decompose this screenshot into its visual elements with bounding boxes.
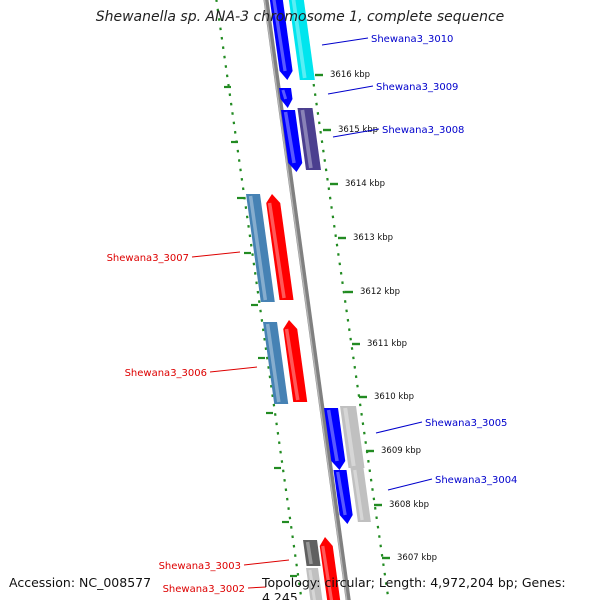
ruler-tick-label: 3611 kbp <box>367 339 407 349</box>
gene-3010-b-body <box>288 0 315 80</box>
gene-3002-b <box>306 568 323 600</box>
gene-label: Shewana3_3007 <box>107 253 189 264</box>
ruler-tick-label: 3616 kbp <box>330 70 370 80</box>
gene-3005-a-shine <box>326 409 339 462</box>
gene-label: Shewana3_3009 <box>376 82 458 93</box>
gene-3008-a <box>281 110 303 172</box>
ruler-tick-label: 3607 kbp <box>397 553 437 563</box>
gene-3002-a <box>319 537 341 600</box>
gene-3005-b-body <box>340 406 365 468</box>
ruler-tick-label: 3608 kbp <box>389 500 429 510</box>
gene-label: Shewana3_3010 <box>371 34 453 45</box>
gene-3007-a <box>246 194 275 302</box>
gene-3004-a-body <box>333 470 353 524</box>
gene-3010-a-body <box>269 0 293 80</box>
chromosome-backbone-highlight <box>263 0 348 600</box>
gene-3007-b-shine <box>267 202 286 299</box>
gene-label: Shewana3_3005 <box>425 418 507 429</box>
gene-3006-b-shine <box>284 328 300 401</box>
gene-3010-b-shine <box>291 0 307 79</box>
ruler-tick-label: 3615 kbp <box>338 125 378 135</box>
gene-3010-b <box>288 0 315 80</box>
gene-label: Shewana3_3004 <box>435 475 517 486</box>
gene-label: Shewana3_3006 <box>125 368 207 379</box>
gene-3006-b-body <box>283 320 308 402</box>
gene-leader-line <box>247 586 267 589</box>
gene-leader-line <box>243 559 290 566</box>
gene-3010-a <box>269 0 293 80</box>
gene-3002-b-shine <box>308 569 316 600</box>
gene-3005-a <box>324 408 346 470</box>
gene-leader-line <box>209 366 258 373</box>
gene-3008-a-shine <box>283 111 296 164</box>
ruler-tick-label: 3609 kbp <box>381 446 421 456</box>
gene-3005-b-shine <box>343 407 356 467</box>
chromosome-backbone <box>263 0 351 600</box>
gene-label: Shewana3_3002 <box>163 584 245 595</box>
map-title: Shewanella sp. ANA-3 chromosome 1, compl… <box>95 9 505 25</box>
gene-3005-a-body <box>324 408 346 470</box>
gene-leader-line <box>191 251 241 258</box>
gene-3002-a-body <box>319 537 341 600</box>
gene-3006-a-shine <box>265 323 281 403</box>
gene-3009-body <box>279 88 293 108</box>
gene-3010-a-shine <box>272 0 287 72</box>
gene-3004-b-shine <box>353 469 364 521</box>
gene-3004-a-shine <box>336 471 347 516</box>
gene-3009-shine <box>281 89 288 100</box>
gene-3007-b-body <box>266 194 294 300</box>
gene-3004-a <box>333 470 353 524</box>
gene-3007-b <box>266 194 294 300</box>
gene-3007-a-shine <box>248 195 268 301</box>
gene-3003-body <box>303 540 321 566</box>
gene-label: Shewana3_3008 <box>382 125 464 136</box>
gene-3006-b <box>283 320 308 402</box>
gene-leader-line <box>332 128 380 138</box>
gene-leader-line <box>375 421 423 434</box>
gene-3005-b <box>340 406 365 468</box>
gene-3004-b <box>350 468 371 522</box>
ruler-tick-label: 3614 kbp <box>345 179 385 189</box>
gene-3002-a-shine <box>321 545 334 600</box>
gene-3006-a <box>263 322 289 404</box>
gene-label: Shewana3_3003 <box>159 561 241 572</box>
ruler-tick-label: 3610 kbp <box>374 392 414 402</box>
gene-3008-b-body <box>297 108 321 170</box>
gene-3008-b <box>297 108 321 170</box>
gene-leader-line <box>387 478 433 491</box>
gene-3008-b-shine <box>300 109 313 169</box>
gene-3003-shine <box>305 541 313 565</box>
gene-3009 <box>279 88 293 108</box>
topology-text: Topology: circular; Length: 4,972,204 bp… <box>262 575 566 600</box>
ruler-tick-label: 3612 kbp <box>360 287 400 297</box>
gene-leader-line <box>327 85 374 95</box>
gene-3004-b-body <box>350 468 371 522</box>
gene-3003 <box>303 540 321 566</box>
ruler-tick-label: 3613 kbp <box>353 233 393 243</box>
gene-3008-a-body <box>281 110 303 172</box>
accession-text: Accession: NC_008577 <box>9 575 152 590</box>
gene-3007-a-body <box>246 194 275 302</box>
gene-leader-line <box>321 37 369 46</box>
gene-3006-a-body <box>263 322 289 404</box>
gene-3002-b-body <box>306 568 323 600</box>
